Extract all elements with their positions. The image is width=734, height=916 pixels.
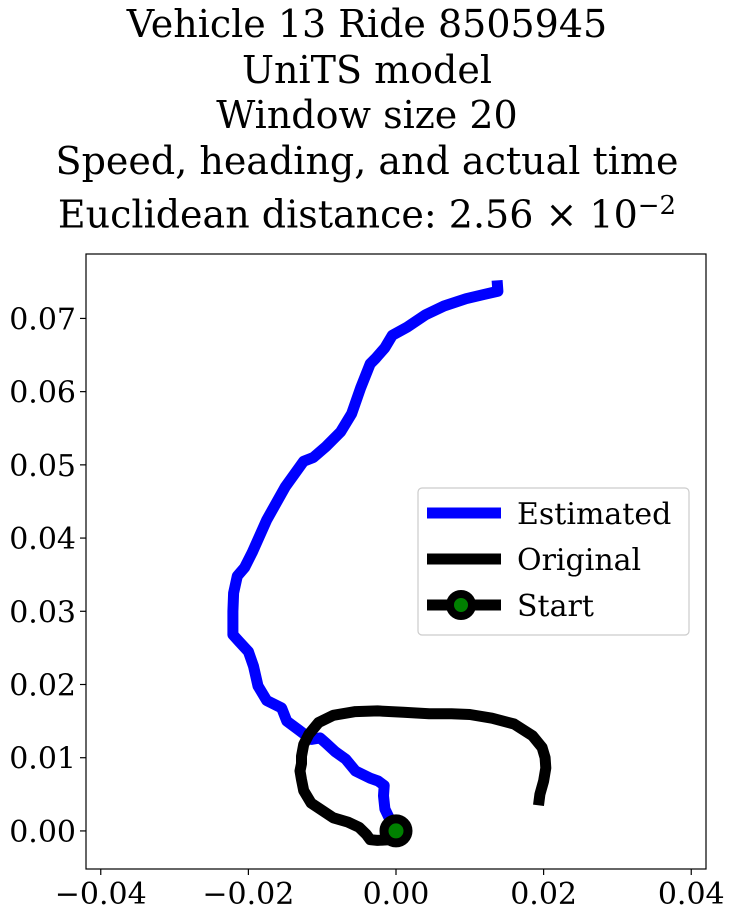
y-tick-label: 0.07: [9, 302, 76, 337]
legend-label-original: Original: [517, 543, 641, 578]
legend: Estimated Original Start: [417, 487, 690, 636]
y-tick-label: 0.03: [9, 595, 76, 630]
distance-label: Euclidean distance:: [57, 192, 449, 237]
y-tick-label: 0.00: [9, 815, 76, 850]
y-tick-label: 0.04: [9, 522, 76, 557]
legend-label-estimated: Estimated: [517, 497, 671, 532]
distance-line: Euclidean distance: 2.56 × 10−2: [0, 184, 734, 238]
y-tick-label: 0.01: [9, 742, 76, 777]
y-tick-label: 0.06: [9, 376, 76, 411]
legend-frame: [417, 487, 690, 636]
title-line: UniTS model: [242, 47, 492, 92]
times-sign: × 10: [533, 192, 638, 237]
distance-exponent: −2: [637, 191, 677, 221]
y-tick-label: 0.02: [9, 669, 76, 704]
title-line: Speed, heading, and actual time: [55, 138, 679, 183]
axes: −0.04 −0.02 0.00 0.02 0.04 0.00 0.01 0.02 0.03 0.…: [9, 302, 724, 912]
x-tick-label: −0.02: [202, 877, 294, 912]
x-tick-label: 0.00: [363, 877, 430, 912]
y-tick-label: 0.05: [9, 449, 76, 484]
title-line: Window size 20: [216, 93, 518, 137]
x-tick-label: 0.04: [658, 877, 725, 912]
series-layer: [227, 279, 552, 848]
legend-label-start: Start: [517, 589, 594, 624]
series-line-estimated: [227, 279, 504, 834]
chart-title: Vehicle 13 Ride 8505945 UniTS model Wind…: [0, 2, 734, 238]
start-marker: [379, 814, 413, 848]
legend-swatch-start-marker: [446, 590, 476, 620]
x-tick-label: 0.02: [510, 877, 577, 912]
series-line-original: [294, 705, 552, 846]
title-line: Vehicle 13 Ride 8505945: [126, 2, 608, 46]
distance-mantissa: 2.56: [448, 192, 534, 237]
x-tick-label: −0.04: [55, 877, 147, 912]
